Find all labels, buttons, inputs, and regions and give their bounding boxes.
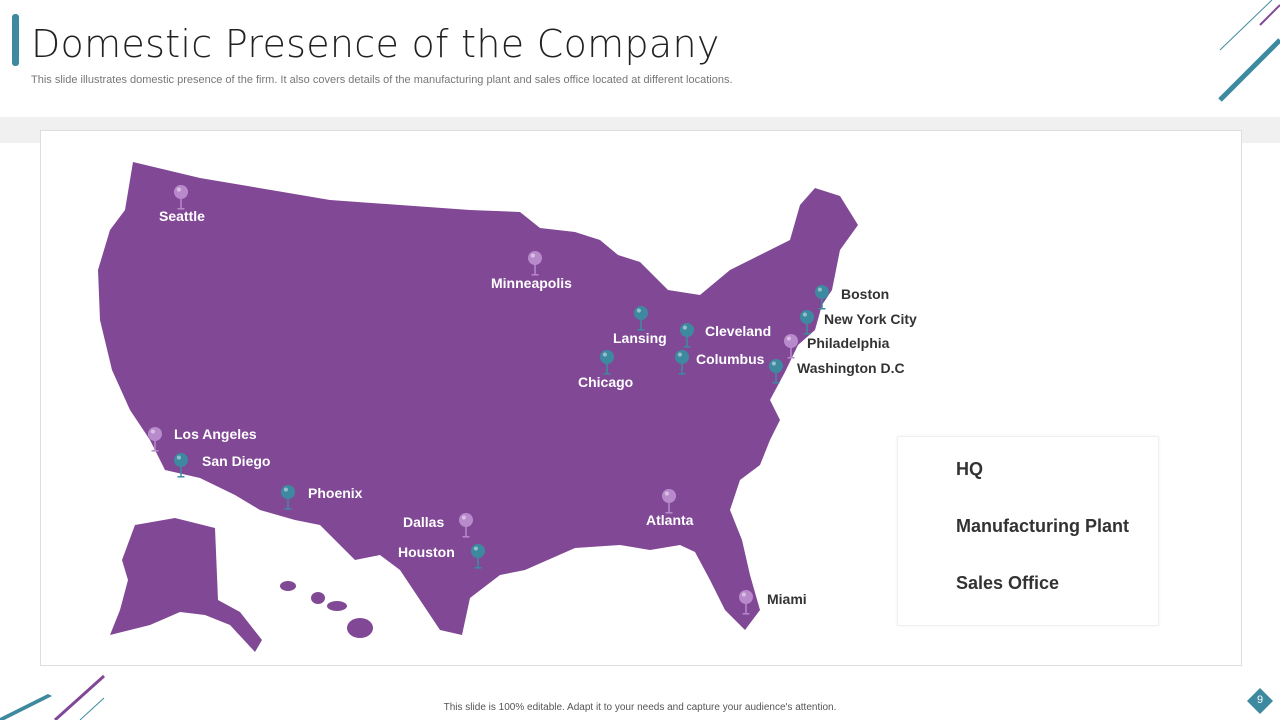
map-pin-manufacturing [739,590,753,615]
map-pin-sales [800,310,814,335]
page-number-badge [1247,688,1273,714]
city-label: Miami [767,591,807,607]
contiguous-us-shape [98,162,858,635]
map-pin-sales [600,350,614,375]
map-pin-manufacturing [662,489,676,514]
footer-decoration [0,674,106,720]
city-label: Philadelphia [807,335,890,351]
page-number: 9 [1256,694,1264,706]
city-label: Seattle [159,208,205,224]
page-title: Domestic Presence of the Company [31,22,720,66]
city-label: Dallas [403,514,445,530]
map-pin-manufacturing [459,513,473,538]
map-pin-sales [471,544,485,569]
map-pin-sales [634,306,648,331]
title-accent-bar [12,14,19,66]
map-pin-sales [815,285,829,310]
alaska-shape [110,518,262,652]
hawaii-shapes [280,581,373,638]
corner-decoration [1218,0,1280,102]
map-pin-sales [281,485,295,510]
city-label: Washington D.C [797,360,905,376]
map-pin-sales [680,323,694,348]
city-label: Los Angeles [174,426,257,442]
map-pin-sales [174,453,188,478]
city-label: Columbus [696,351,765,367]
map-pin-sales [769,359,783,384]
legend-manufacturing: Manufacturing Plant [956,516,1130,536]
city-label: Minneapolis [491,275,572,291]
map-pin-sales [675,350,689,375]
city-label: Atlanta [646,512,694,528]
legend-hq: HQ [956,459,983,479]
city-label: Houston [398,544,455,560]
city-label: San Diego [202,453,271,469]
city-label: New York City [824,311,917,327]
map-pin-manufacturing [784,334,798,359]
legend-sales: Sales Office [956,573,1060,593]
map-pin-manufacturing [148,427,162,452]
map-legend: HQ Manufacturing Plant Sales Office [897,436,1159,626]
city-label: Chicago [578,374,634,390]
city-label: Boston [841,286,890,302]
city-label: Lansing [613,330,667,346]
city-label: Cleveland [705,323,772,339]
map-pin-manufacturing [174,185,188,210]
footer-text: This slide is 100% editable. Adapt it to… [443,702,837,713]
city-label: Phoenix [308,485,363,501]
map-pin-manufacturing [528,251,542,276]
page-subtitle: This slide illustrates domestic presence… [31,74,733,86]
